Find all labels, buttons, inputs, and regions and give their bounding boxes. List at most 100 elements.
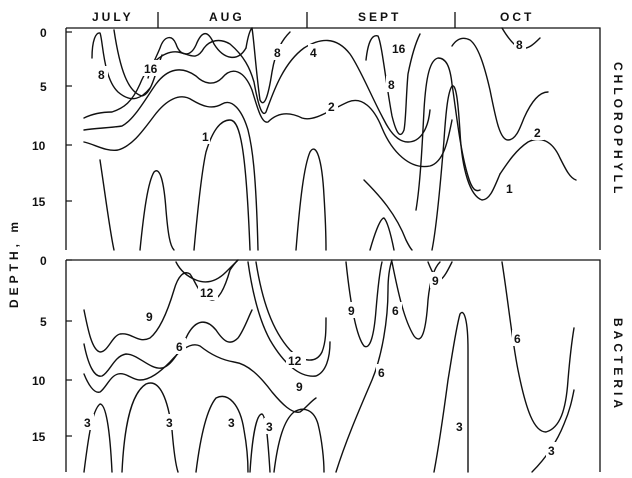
label-bg — [164, 414, 176, 430]
y-tick-label: 15 — [32, 195, 46, 209]
label-bg — [226, 414, 238, 430]
contour-label: 3 — [266, 420, 273, 434]
bacteria-title: BACTERIA — [611, 318, 625, 412]
label-bg — [82, 414, 94, 430]
month-label-july: JULY — [92, 10, 134, 24]
chlorophyll-y-ticks: 0 5 10 15 — [32, 26, 72, 209]
contour-line — [175, 259, 239, 283]
contour-label: 9 — [146, 310, 153, 324]
label-bg — [532, 124, 544, 140]
contour-label: 6 — [176, 340, 183, 354]
bacteria-panel: 0 5 10 15 12 — [32, 254, 625, 473]
contour-line — [83, 403, 113, 473]
contour-label: 3 — [548, 444, 555, 458]
label-bg — [272, 44, 284, 60]
contour-line — [255, 261, 327, 361]
label-bg — [514, 36, 526, 52]
contour-line — [195, 395, 249, 473]
label-bg — [174, 338, 186, 354]
y-tick-label: 0 — [40, 254, 47, 268]
label-bg — [504, 180, 514, 196]
contour-label: 8 — [388, 78, 395, 92]
contour-label: 9 — [296, 380, 303, 394]
contour-line — [531, 389, 575, 473]
month-label-sept: SEPT — [358, 10, 401, 24]
contour-label: 9 — [348, 304, 355, 318]
month-label-aug: AUG — [209, 10, 245, 24]
contour-label: 3 — [456, 420, 463, 434]
label-bg — [376, 364, 388, 380]
y-axis-label: DEPTH, m — [7, 218, 21, 308]
label-bg — [308, 44, 320, 60]
label-bg — [144, 308, 156, 324]
contour-label: 6 — [514, 332, 521, 346]
y-tick-label: 15 — [32, 430, 46, 444]
y-tick-label: 5 — [40, 315, 47, 329]
label-bg — [454, 418, 466, 434]
label-bg — [390, 40, 410, 56]
contour-line — [83, 39, 431, 143]
bacteria-contours — [83, 259, 575, 473]
label-bg — [96, 66, 108, 82]
contour-label: 12 — [200, 286, 214, 300]
contour-line — [365, 33, 421, 135]
contour-line — [433, 311, 469, 473]
contour-line — [295, 148, 327, 251]
contour-line — [499, 138, 577, 181]
label-bg — [346, 302, 358, 318]
label-bg — [386, 76, 398, 92]
contour-line — [245, 27, 253, 49]
contour-label: 3 — [228, 416, 235, 430]
label-bg — [390, 302, 402, 318]
contour-label: 12 — [288, 354, 302, 368]
contour-line — [83, 344, 317, 413]
label-bg — [286, 352, 306, 368]
contour-line — [91, 32, 151, 100]
label-bg — [142, 60, 162, 76]
contour-line — [83, 309, 253, 377]
label-bg — [430, 272, 442, 288]
contour-label: 16 — [144, 62, 158, 76]
bacteria-contour-labels: 12 9 6 12 9 9 6 9 6 6 3 3 3 3 — [82, 272, 558, 458]
label-bg — [200, 128, 210, 144]
contour-line — [415, 57, 481, 211]
y-tick-label: 0 — [40, 26, 47, 40]
label-bg — [326, 98, 338, 114]
contour-line — [121, 382, 179, 473]
contour-label: 4 — [310, 46, 317, 60]
contour-line — [99, 159, 115, 251]
label-bg — [512, 330, 524, 346]
month-label-oct: OCT — [500, 10, 534, 24]
contour-line — [83, 96, 259, 251]
contour-line — [139, 170, 175, 251]
chlorophyll-frame — [65, 27, 601, 250]
contour-line — [451, 37, 549, 141]
y-tick-label: 10 — [32, 374, 46, 388]
contour-line — [193, 119, 251, 251]
month-header: JULY AUG SEPT OCT — [92, 10, 534, 28]
contour-label: 8 — [98, 68, 105, 82]
chlorophyll-panel: 0 5 10 15 — [32, 26, 625, 251]
contour-label: 3 — [84, 416, 91, 430]
contour-label: 2 — [328, 100, 335, 114]
contour-label: 8 — [274, 46, 281, 60]
chlorophyll-contours — [83, 27, 577, 251]
contour-line — [369, 217, 395, 251]
label-bg — [546, 442, 558, 458]
contour-label: 6 — [378, 366, 385, 380]
chlorophyll-title: CHLOROPHYLL — [611, 62, 625, 197]
contour-label: 9 — [432, 274, 439, 288]
chlorophyll-contour-labels: 8 16 8 4 16 8 8 2 1 2 1 — [96, 36, 544, 196]
contour-line — [363, 179, 413, 251]
contour-label: 6 — [392, 304, 399, 318]
contour-line — [249, 413, 271, 473]
label-bg — [198, 284, 218, 300]
contour-line — [431, 85, 501, 251]
contour-line — [83, 259, 239, 353]
contour-line — [83, 69, 453, 168]
contour-label: 1 — [506, 182, 513, 196]
contour-label: 16 — [392, 42, 406, 56]
label-bg — [264, 418, 276, 434]
label-bg — [294, 378, 306, 394]
